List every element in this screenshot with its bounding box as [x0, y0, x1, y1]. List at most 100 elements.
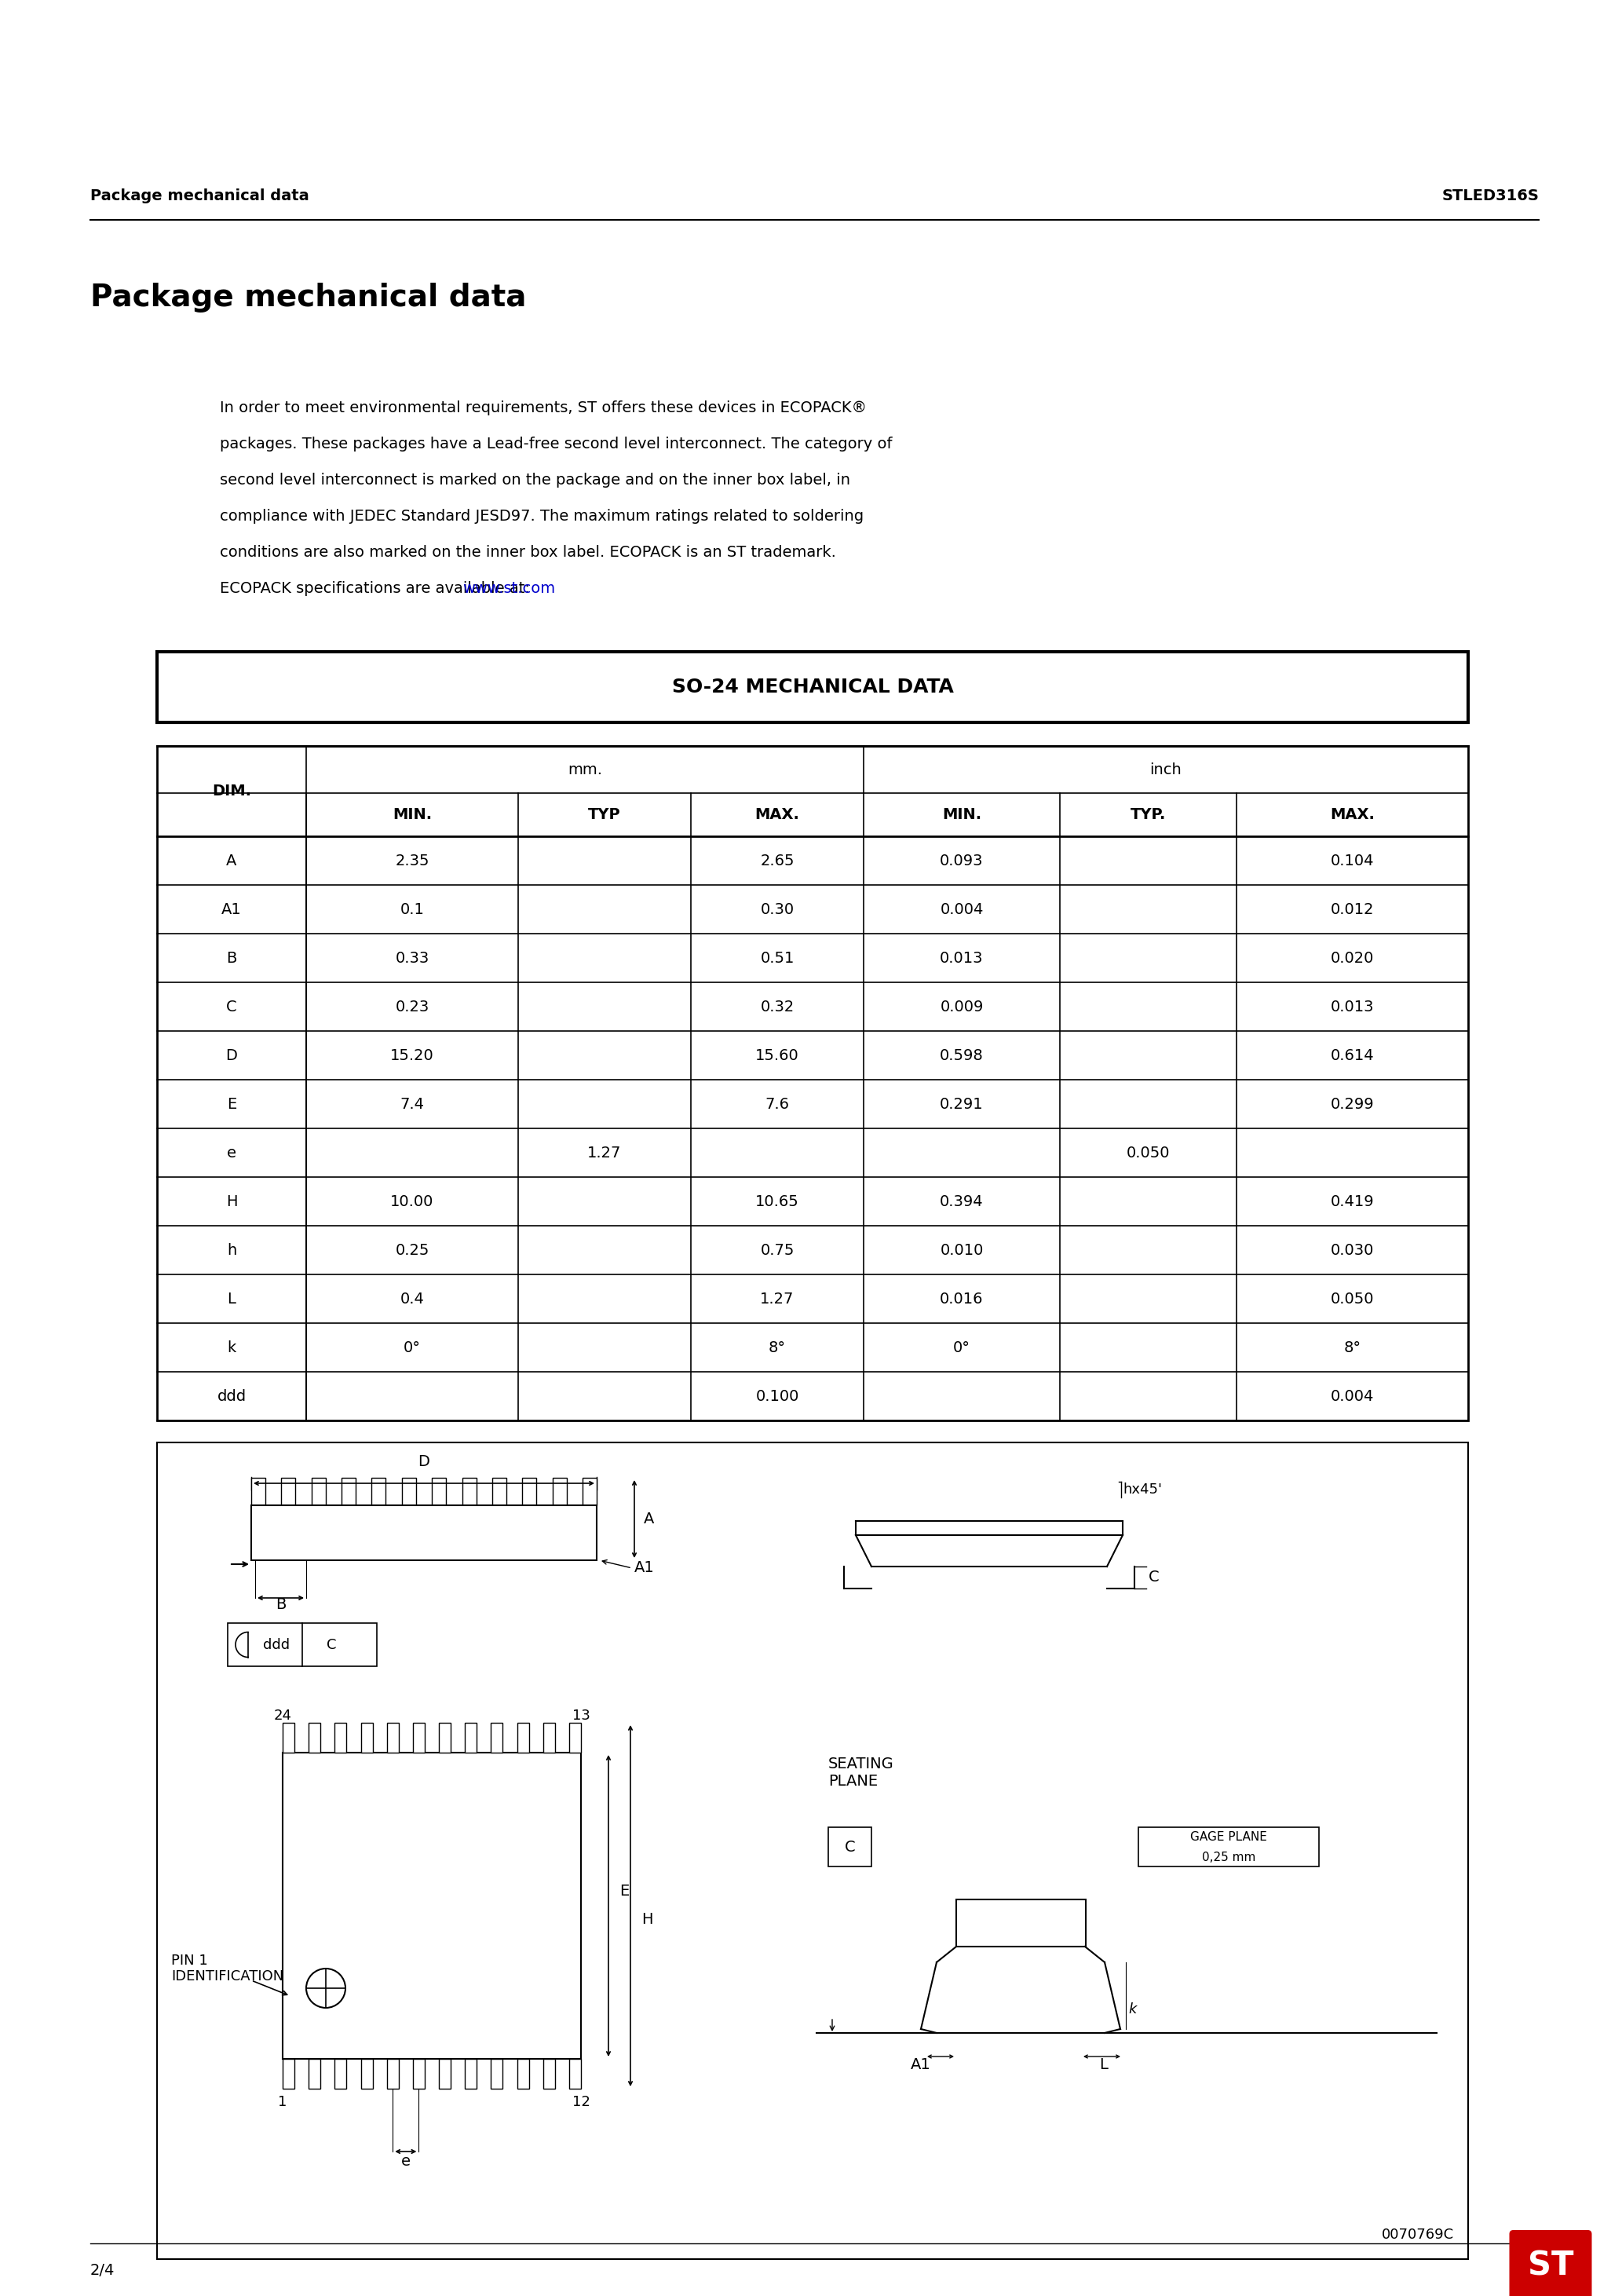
- Text: H: H: [641, 1913, 652, 1926]
- Bar: [157, 1442, 1468, 2259]
- Text: 0.004: 0.004: [941, 902, 983, 916]
- Bar: [491, 2060, 503, 2089]
- Bar: [386, 2060, 399, 2089]
- Bar: [360, 1722, 373, 1752]
- Text: 0.299: 0.299: [1330, 1097, 1374, 1111]
- Text: 0.016: 0.016: [941, 1290, 983, 1306]
- Bar: [227, 1623, 376, 1667]
- Bar: [517, 1722, 529, 1752]
- Text: k: k: [227, 1341, 237, 1355]
- Text: 0.4: 0.4: [401, 1290, 425, 1306]
- Bar: [440, 1722, 451, 1752]
- Text: 0.30: 0.30: [761, 902, 795, 916]
- Text: 12: 12: [573, 2094, 590, 2110]
- Text: e: e: [401, 2154, 410, 2170]
- Text: 0.050: 0.050: [1126, 1146, 1169, 1159]
- Text: ddd: ddd: [263, 1637, 290, 1651]
- Bar: [462, 1479, 477, 1506]
- Bar: [371, 1479, 386, 1506]
- Text: 0.32: 0.32: [761, 999, 795, 1015]
- Text: 2.35: 2.35: [396, 854, 430, 868]
- Text: 8°: 8°: [769, 1341, 787, 1355]
- Bar: [308, 1722, 321, 1752]
- Bar: [334, 2060, 347, 2089]
- Text: 2/4: 2/4: [91, 2264, 115, 2278]
- Text: mm.: mm.: [568, 762, 602, 776]
- Text: 0.598: 0.598: [939, 1047, 983, 1063]
- Text: MIN.: MIN.: [942, 808, 981, 822]
- Text: compliance with JEDEC Standard JESD97. The maximum ratings related to soldering: compliance with JEDEC Standard JESD97. T…: [221, 510, 863, 523]
- Text: C: C: [1148, 1570, 1160, 1584]
- Text: 7.6: 7.6: [766, 1097, 790, 1111]
- Bar: [829, 1828, 871, 1867]
- Bar: [342, 1479, 355, 1506]
- Text: D: D: [225, 1047, 237, 1063]
- Text: 0.093: 0.093: [941, 854, 983, 868]
- Bar: [157, 746, 1468, 1421]
- Text: 0.013: 0.013: [1330, 999, 1374, 1015]
- Text: 1.27: 1.27: [761, 1290, 795, 1306]
- Bar: [440, 2060, 451, 2089]
- Bar: [543, 2060, 555, 2089]
- Text: A1: A1: [634, 1561, 655, 1575]
- Text: A1: A1: [912, 2057, 931, 2073]
- Text: 0.013: 0.013: [941, 951, 983, 964]
- Text: 0.23: 0.23: [396, 999, 430, 1015]
- Text: PIN 1
IDENTIFICATION: PIN 1 IDENTIFICATION: [172, 1954, 284, 1984]
- Bar: [282, 1722, 295, 1752]
- Text: 0°: 0°: [954, 1341, 970, 1355]
- Text: 1.27: 1.27: [587, 1146, 621, 1159]
- Bar: [157, 652, 1468, 723]
- Bar: [517, 2060, 529, 2089]
- Text: 0°: 0°: [404, 1341, 420, 1355]
- Text: second level interconnect is marked on the package and on the inner box label, i: second level interconnect is marked on t…: [221, 473, 850, 487]
- Bar: [282, 1752, 581, 2060]
- Text: E: E: [227, 1097, 237, 1111]
- Text: ST: ST: [1528, 2248, 1573, 2282]
- Text: ddd: ddd: [217, 1389, 247, 1403]
- Text: 0.012: 0.012: [1330, 902, 1374, 916]
- Text: h: h: [227, 1242, 237, 1258]
- Text: conditions are also marked on the inner box label. ECOPACK is an ST trademark.: conditions are also marked on the inner …: [221, 544, 835, 560]
- Text: k: k: [1129, 2002, 1137, 2016]
- Text: C: C: [326, 1637, 336, 1651]
- Text: C: C: [845, 1839, 855, 1855]
- Text: 0.020: 0.020: [1330, 951, 1374, 964]
- Bar: [553, 1479, 566, 1506]
- Bar: [466, 2060, 477, 2089]
- Text: Package mechanical data: Package mechanical data: [91, 282, 526, 312]
- Text: hx45': hx45': [1122, 1483, 1161, 1497]
- Bar: [491, 1722, 503, 1752]
- Text: 1: 1: [277, 2094, 287, 2110]
- Bar: [311, 1479, 326, 1506]
- Text: STLED316S: STLED316S: [1442, 188, 1539, 204]
- Text: 10.00: 10.00: [391, 1194, 435, 1210]
- Text: 8°: 8°: [1343, 1341, 1361, 1355]
- Text: 0.010: 0.010: [941, 1242, 983, 1258]
- Text: 7.4: 7.4: [401, 1097, 425, 1111]
- Bar: [414, 2060, 425, 2089]
- Text: e: e: [227, 1146, 237, 1159]
- Text: 0.291: 0.291: [939, 1097, 983, 1111]
- Text: 2.65: 2.65: [761, 854, 795, 868]
- FancyBboxPatch shape: [1510, 2229, 1591, 2296]
- Bar: [386, 1722, 399, 1752]
- Bar: [543, 1722, 555, 1752]
- Text: 0.25: 0.25: [396, 1242, 430, 1258]
- Text: 0.050: 0.050: [1330, 1290, 1374, 1306]
- Text: 0.004: 0.004: [1330, 1389, 1374, 1403]
- Text: L: L: [1100, 2057, 1108, 2073]
- Text: 0.33: 0.33: [396, 951, 430, 964]
- Bar: [281, 1479, 295, 1506]
- Bar: [569, 2060, 581, 2089]
- Text: ECOPACK specifications are available at:: ECOPACK specifications are available at:: [221, 581, 535, 597]
- Text: E: E: [620, 1885, 629, 1899]
- Bar: [569, 1722, 581, 1752]
- Text: inch: inch: [1150, 762, 1182, 776]
- Bar: [334, 1722, 347, 1752]
- Text: A: A: [227, 854, 237, 868]
- Text: H: H: [225, 1194, 237, 1210]
- Text: B: B: [276, 1598, 285, 1612]
- Text: 0.104: 0.104: [1330, 854, 1374, 868]
- Bar: [308, 2060, 321, 2089]
